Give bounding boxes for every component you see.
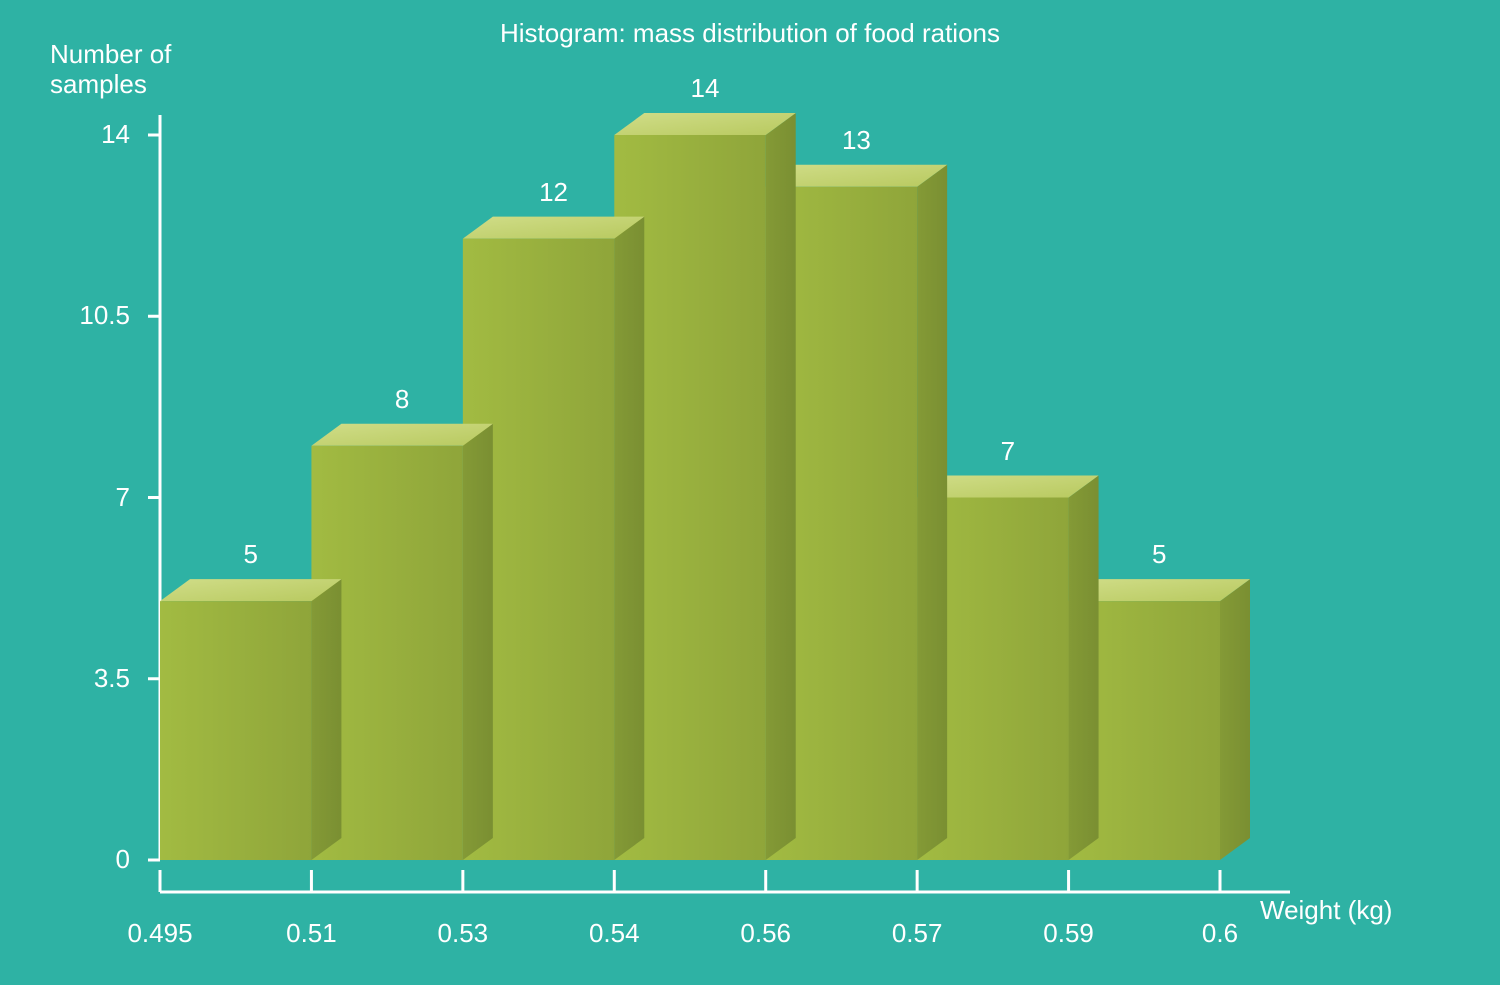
x-tick-label: 0.57 <box>892 918 943 949</box>
bar-side <box>917 165 947 860</box>
bar-value-label: 14 <box>691 73 720 104</box>
y-tick-label: 7 <box>116 482 130 513</box>
x-tick-label: 0.56 <box>740 918 791 949</box>
bar-value-label: 8 <box>395 384 409 415</box>
bar-top <box>614 113 795 135</box>
bar-top <box>160 579 341 601</box>
x-axis-title: Weight (kg) <box>1260 895 1392 926</box>
chart-svg <box>0 0 1500 985</box>
y-tick-label: 14 <box>101 119 130 150</box>
bar-value-label: 7 <box>1001 436 1015 467</box>
histogram-chart: Histogram: mass distribution of food rat… <box>0 0 1500 985</box>
y-tick-label: 10.5 <box>79 300 130 331</box>
bar-side <box>463 424 493 860</box>
bar-side <box>311 579 341 860</box>
bar-side <box>1220 579 1250 860</box>
x-tick-label: 0.54 <box>589 918 640 949</box>
x-tick-label: 0.59 <box>1043 918 1094 949</box>
y-axis-title-line2: samples <box>50 69 147 99</box>
bar-top <box>311 424 492 446</box>
bar-value-label: 12 <box>539 177 568 208</box>
bar-front <box>160 601 311 860</box>
y-tick-label: 0 <box>116 844 130 875</box>
bar-top <box>463 217 644 239</box>
bar-side <box>1069 476 1099 861</box>
x-tick-label: 0.53 <box>438 918 489 949</box>
chart-title: Histogram: mass distribution of food rat… <box>0 18 1500 49</box>
bar-value-label: 5 <box>1152 539 1166 570</box>
bar-value-label: 5 <box>243 539 257 570</box>
y-axis-title-line1: Number of <box>50 39 171 69</box>
y-tick-label: 3.5 <box>94 663 130 694</box>
bar-side <box>614 217 644 860</box>
x-tick-label: 0.51 <box>286 918 337 949</box>
y-axis-title: Number of samples <box>50 40 171 100</box>
bar-value-label: 13 <box>842 125 871 156</box>
x-tick-label: 0.6 <box>1202 918 1238 949</box>
x-tick-label: 0.495 <box>127 918 192 949</box>
bar-side <box>766 113 796 860</box>
